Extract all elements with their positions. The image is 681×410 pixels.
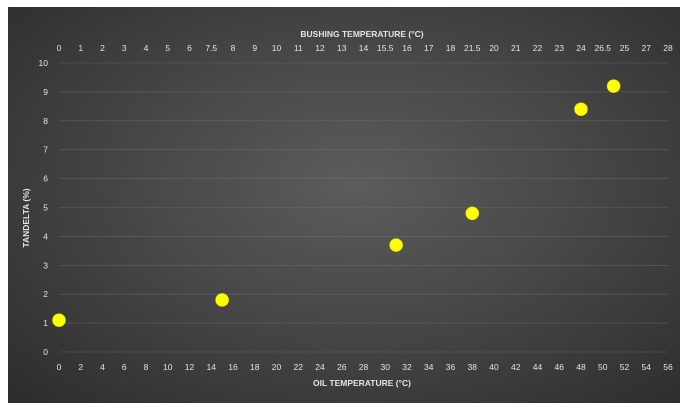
bottom-tick-label: 16	[228, 362, 238, 372]
top-tick-label: 18	[446, 43, 456, 53]
bottom-tick-label: 40	[489, 362, 499, 372]
top-tick-label: 14	[359, 43, 369, 53]
top-tick-label: 25	[620, 43, 630, 53]
bottom-tick-label: 54	[642, 362, 652, 372]
top-axis-ticks: 0 1 2 3 4 5 6 7.5 8 9 10 11 12 13 14 15.5 16 17 18 21.5 20 21…	[57, 43, 673, 53]
top-tick-label: 4	[144, 43, 149, 53]
top-tick-label: 13	[337, 43, 347, 53]
bottom-tick-label: 18	[250, 362, 260, 372]
y-tick-label: 8	[43, 116, 48, 126]
data-point	[606, 79, 621, 93]
y-tick-label: 2	[43, 289, 48, 299]
top-tick-label: 0	[57, 43, 62, 53]
y-axis-title: TANDELTA (%)	[21, 188, 31, 247]
bottom-tick-label: 26	[337, 362, 347, 372]
bottom-tick-label: 2	[78, 362, 83, 372]
top-tick-label: 15.5	[377, 43, 394, 53]
grid-lines	[59, 62, 668, 353]
bottom-tick-label: 36	[446, 362, 456, 372]
data-points	[52, 79, 621, 328]
top-axis-title: BUSHING TEMPERATURE (°C)	[300, 29, 423, 39]
bottom-tick-label: 28	[359, 362, 369, 372]
y-tick-label: 9	[43, 87, 48, 97]
bottom-tick-label: 48	[576, 362, 586, 372]
bottom-tick-label: 34	[424, 362, 434, 372]
top-tick-label: 26.5	[594, 43, 611, 53]
top-tick-label: 8	[231, 43, 236, 53]
bottom-tick-label: 20	[272, 362, 282, 372]
y-tick-label: 1	[43, 318, 48, 328]
y-tick-label: 6	[43, 174, 48, 184]
bottom-tick-label: 52	[620, 362, 630, 372]
top-tick-label: 7.5	[205, 43, 217, 53]
scatter-chart: 0 1 2 3 4 5 6 7.5 8 9 10 11 12 13 14 15.5 16 17 18 21.5 20 21…	[21, 29, 673, 388]
top-tick-label: 27	[642, 43, 652, 53]
top-tick-label: 17	[424, 43, 434, 53]
bottom-tick-label: 44	[533, 362, 543, 372]
y-tick-label: 4	[43, 231, 48, 241]
y-tick-label: 7	[43, 145, 48, 155]
bottom-tick-label: 12	[185, 362, 195, 372]
top-tick-label: 23	[555, 43, 565, 53]
bottom-tick-label: 42	[511, 362, 521, 372]
data-point	[389, 238, 403, 252]
top-tick-label: 5	[165, 43, 170, 53]
y-axis-ticks: 0 1 2 3 4 5 6 7 8 9 10	[39, 58, 49, 357]
y-tick-label: 5	[43, 203, 48, 213]
bottom-tick-label: 30	[381, 362, 391, 372]
bottom-tick-label: 38	[468, 362, 478, 372]
top-tick-label: 21.5	[464, 43, 481, 53]
top-tick-label: 28	[663, 43, 673, 53]
bottom-tick-label: 4	[100, 362, 105, 372]
bottom-tick-label: 22	[294, 362, 304, 372]
y-tick-label: 10	[39, 58, 49, 68]
top-tick-label: 2	[100, 43, 105, 53]
top-tick-label: 10	[272, 43, 282, 53]
bottom-tick-label: 10	[163, 362, 173, 372]
top-tick-label: 3	[122, 43, 127, 53]
bottom-tick-label: 32	[402, 362, 412, 372]
data-point	[574, 102, 588, 117]
data-point	[465, 206, 480, 221]
data-point	[52, 313, 66, 328]
top-tick-label: 21	[511, 43, 521, 53]
bottom-tick-label: 14	[207, 362, 217, 372]
bottom-tick-label: 24	[315, 362, 325, 372]
chart-area: 0 1 2 3 4 5 6 7.5 8 9 10 11 12 13 14 15.5 16 17 18 21.5 20 21…	[8, 7, 680, 403]
bottom-tick-label: 46	[555, 362, 565, 372]
top-tick-label: 16	[402, 43, 412, 53]
top-tick-label: 6	[187, 43, 192, 53]
y-tick-label: 3	[43, 260, 48, 270]
top-tick-label: 11	[294, 43, 303, 53]
bottom-axis-ticks: 0 2 4 6 8 10 12 14 16 18 20 22 24 26 28 30 32 34 36 38 40 42 4…	[57, 362, 673, 372]
bottom-tick-label: 8	[144, 362, 149, 372]
bottom-tick-label: 56	[663, 362, 673, 372]
bottom-axis-title: OIL TEMPERATURE (°C)	[313, 378, 411, 388]
top-tick-label: 1	[78, 43, 83, 53]
y-tick-label: 0	[43, 347, 48, 357]
top-tick-label: 24	[576, 43, 586, 53]
bottom-tick-label: 0	[57, 362, 62, 372]
top-tick-label: 22	[533, 43, 543, 53]
data-point	[215, 293, 229, 307]
top-tick-label: 20	[489, 43, 499, 53]
top-tick-label: 9	[252, 43, 257, 53]
top-tick-label: 12	[315, 43, 325, 53]
bottom-tick-label: 50	[598, 362, 608, 372]
bottom-tick-label: 6	[122, 362, 127, 372]
